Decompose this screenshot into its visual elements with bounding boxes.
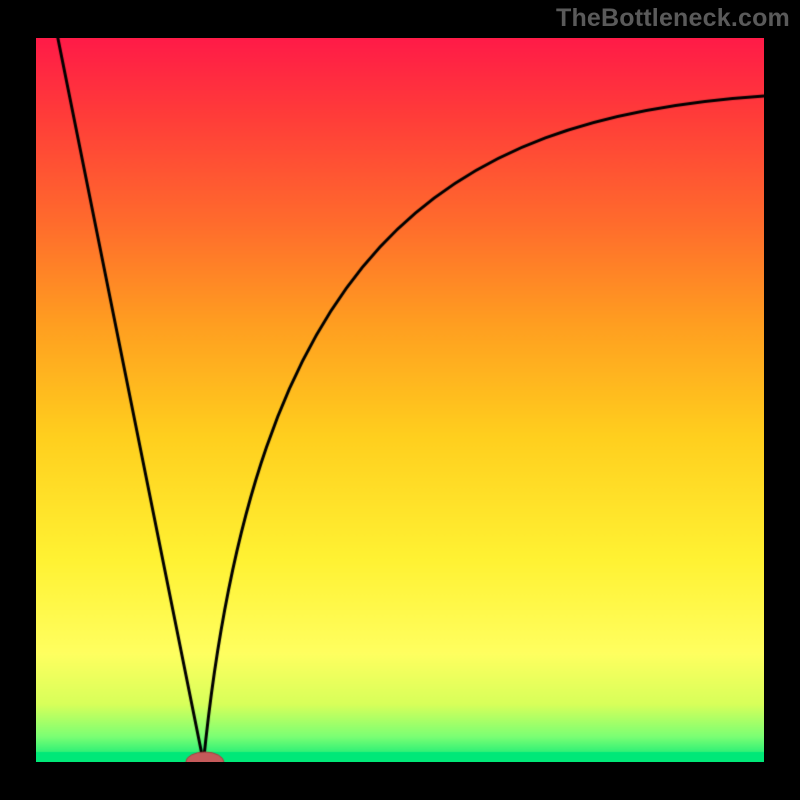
plot-area [36,38,764,762]
bottleneck-curve-chart [36,38,764,762]
watermark-text: TheBottleneck.com [556,4,790,33]
chart-stage: TheBottleneck.com [0,0,800,800]
